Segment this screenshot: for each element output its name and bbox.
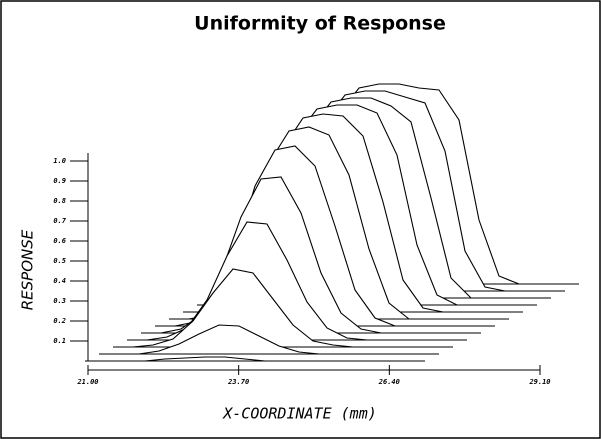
y-tick-label: 0.7 bbox=[53, 217, 66, 225]
chart-title: Uniformity of Response bbox=[194, 13, 446, 35]
y-tick-label: 0.2 bbox=[53, 317, 66, 325]
y-tick-label: 0.1 bbox=[53, 337, 66, 345]
x-tick-label: 29.10 bbox=[528, 378, 550, 386]
y-axis-label: RESPONSE bbox=[19, 229, 37, 310]
response-curve bbox=[99, 324, 439, 355]
y-tick-label: 0.3 bbox=[53, 297, 66, 305]
x-tick-label: 23.70 bbox=[227, 378, 249, 386]
x-tick-label: 21.00 bbox=[76, 378, 98, 386]
y-tick-label: 1.0 bbox=[53, 157, 66, 165]
y-tick-label: 0.5 bbox=[53, 257, 66, 265]
y-tick-label: 0.9 bbox=[53, 177, 66, 185]
y-tick-label: 0.6 bbox=[53, 237, 66, 245]
y-tick-label: 0.8 bbox=[53, 197, 66, 205]
x-axis-label: X-COORDINATE (mm) bbox=[222, 405, 377, 423]
response-curve bbox=[85, 356, 425, 362]
y-tick-label: 0.4 bbox=[53, 277, 66, 285]
x-tick-label: 26.40 bbox=[378, 378, 400, 386]
response-curve bbox=[113, 268, 453, 348]
